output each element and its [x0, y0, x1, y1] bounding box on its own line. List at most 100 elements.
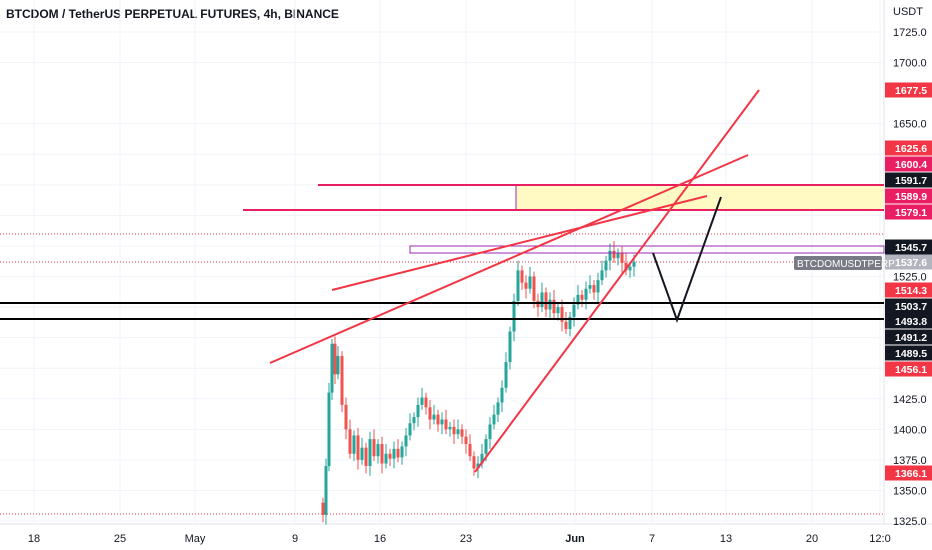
candle-body [384, 453, 388, 464]
candle-body [464, 436, 468, 444]
candle-body [568, 316, 572, 330]
candle-body [496, 402, 500, 415]
time-tick: 7 [649, 533, 655, 545]
price-label-bg [885, 254, 932, 270]
price-label: 1493.8 [895, 316, 927, 328]
candle-body [524, 282, 528, 289]
price-label-bg [885, 82, 932, 98]
candle-body [396, 448, 400, 458]
price-label-bg [885, 156, 932, 172]
price-label: 1503.7 [895, 301, 927, 313]
time-tick: 25 [114, 533, 126, 545]
price-labels: 1677.5 1625.6 1600.4 1591.7 1589.9 1579.1 1545… [885, 82, 932, 481]
candle-body [392, 448, 396, 459]
candle-body [536, 300, 540, 308]
time-tick: 20 [806, 533, 818, 545]
candle-body [540, 292, 544, 308]
candle-body [324, 465, 328, 515]
candle-body [560, 307, 564, 322]
candle-body [516, 270, 520, 301]
candle-body [408, 423, 412, 436]
candle-body [552, 299, 556, 314]
candle-body [580, 294, 584, 300]
candle-body [440, 419, 444, 425]
candle-body [608, 250, 612, 261]
candle-body [600, 270, 604, 281]
candle-body [400, 446, 404, 458]
price-label: 1600.4 [895, 159, 927, 171]
candle-body [388, 453, 392, 459]
candle-body [424, 397, 428, 408]
price-label: 1456.1 [895, 364, 927, 376]
price-label-bg [885, 172, 932, 188]
price-label-bg [885, 298, 932, 314]
candle-body [356, 435, 360, 460]
candle-body [468, 443, 472, 457]
candle-body [492, 414, 496, 425]
price-label-bg [885, 465, 932, 481]
price-tick: 1525.0 [893, 272, 927, 284]
price-label-bg [885, 188, 932, 204]
candle-body [500, 387, 504, 403]
price-label-bg [885, 239, 932, 255]
candle-body [576, 294, 580, 305]
candle-body [472, 456, 476, 469]
candle-body [588, 285, 592, 289]
price-label-bg [885, 140, 932, 156]
price-label: 1366.1 [895, 468, 927, 480]
candle-body [452, 426, 456, 435]
candle-body [504, 362, 508, 388]
chart-title: BTCDOM / TetherUS PERPETUAL FUTURES, 4h,… [6, 7, 339, 21]
trendline-resistance[interactable] [331, 195, 708, 291]
time-axis-ticks: 18 25 May 9 16 23 Jun 7 13 20 12:0 [28, 533, 891, 545]
candle-body [620, 253, 624, 264]
candle-body [612, 250, 616, 259]
price-tick: 1725.0 [893, 27, 927, 39]
candle-body [632, 261, 636, 267]
axis-currency: USDT [893, 6, 923, 18]
trendline-rising-support[interactable] [474, 89, 760, 473]
price-label-bg [885, 204, 932, 220]
candle-body [376, 443, 380, 457]
candle-body [460, 429, 464, 437]
candle-body [360, 447, 364, 460]
price-tick: 1325.0 [893, 516, 927, 528]
trendline-upper-channel[interactable] [269, 154, 749, 364]
candle-body [604, 260, 608, 271]
candle-body [572, 304, 576, 317]
time-tick: 9 [292, 533, 298, 545]
price-tick: 1400.0 [893, 424, 927, 436]
candle-body [508, 331, 512, 363]
price-label: 1489.5 [895, 348, 927, 360]
price-label-bg [885, 329, 932, 345]
candle-body [564, 321, 568, 330]
candle-body [444, 419, 448, 430]
price-label-bg [885, 313, 932, 329]
time-tick: 16 [374, 533, 386, 545]
price-tick: 1425.0 [893, 394, 927, 406]
candle-body [512, 300, 516, 332]
price-tick: 1700.0 [893, 58, 927, 70]
candle-body [532, 276, 536, 301]
candles [321, 241, 636, 525]
resistance-box[interactable] [409, 245, 885, 254]
candle-body [456, 429, 460, 435]
candle-body [344, 404, 348, 430]
price-label: 1677.5 [895, 85, 927, 97]
candle-body [476, 463, 480, 469]
time-tick: May [185, 533, 206, 545]
candle-body [364, 447, 368, 466]
price-tick: 1375.0 [893, 455, 927, 467]
price-axis-ticks: 1725.0 1700.0 1650.0 1525.0 1425.0 1400.0 1375… [893, 27, 927, 528]
candle-body [436, 414, 440, 425]
price-label-bg [885, 282, 932, 298]
candle-body [624, 263, 628, 271]
price-label-bg [885, 361, 932, 377]
candle-body [428, 407, 432, 420]
projection-path[interactable] [652, 196, 722, 323]
candle-body [336, 355, 340, 375]
candle-body [484, 439, 488, 454]
price-label: 1591.7 [895, 175, 927, 187]
candle-body [584, 288, 588, 300]
